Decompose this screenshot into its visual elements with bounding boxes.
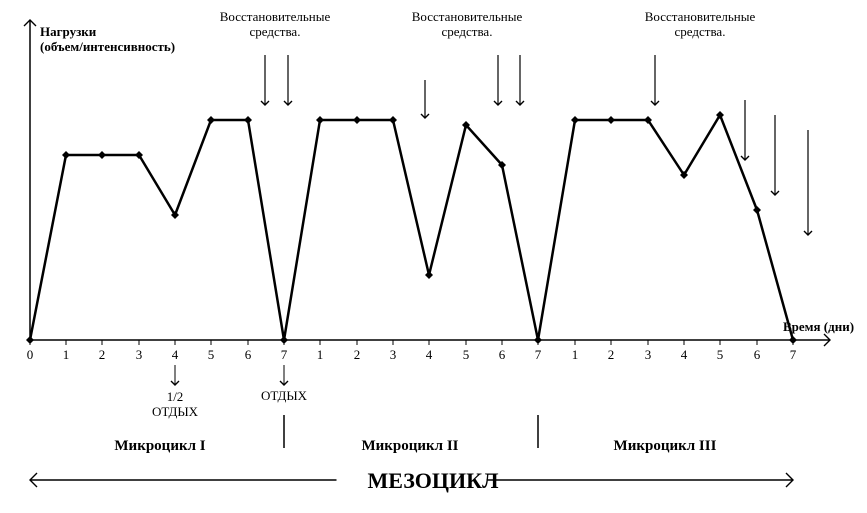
x-tick-label: 3 <box>133 348 145 363</box>
x-tick-label: 7 <box>532 348 544 363</box>
recovery-label: Восстановительные средства. <box>397 10 537 40</box>
x-tick-label: 6 <box>496 348 508 363</box>
x-tick-label: 2 <box>351 348 363 363</box>
recovery-label: Восстановительные средства. <box>205 10 345 40</box>
x-tick-label: 6 <box>751 348 763 363</box>
chart-svg <box>0 0 867 513</box>
mesocycle-chart: Нагрузки (объем/интенсивность) Время (дн… <box>0 0 867 513</box>
x-tick-label: 2 <box>605 348 617 363</box>
x-tick-label: 1 <box>569 348 581 363</box>
x-tick-label: 5 <box>205 348 217 363</box>
microcycle-label: Микроцикл II <box>340 438 480 455</box>
x-tick-label: 4 <box>678 348 690 363</box>
x-tick-label: 5 <box>460 348 472 363</box>
x-tick-label: 3 <box>642 348 654 363</box>
x-tick-label: 4 <box>169 348 181 363</box>
microcycle-label: Микроцикл I <box>90 438 230 455</box>
x-tick-label: 7 <box>787 348 799 363</box>
x-tick-label: 1 <box>314 348 326 363</box>
mesocycle-label: МЕЗОЦИКЛ <box>358 468 508 493</box>
x-tick-label: 2 <box>96 348 108 363</box>
microcycle-label: Микроцикл III <box>595 438 735 455</box>
load-series <box>30 115 793 340</box>
x-axis-label: Время (дни) <box>783 320 854 335</box>
x-tick-label: 5 <box>714 348 726 363</box>
recovery-label: Восстановительные средства. <box>630 10 770 40</box>
x-tick-label: 1 <box>60 348 72 363</box>
x-tick-label: 6 <box>242 348 254 363</box>
rest-annotation: ОТДЫХ <box>254 389 314 404</box>
x-tick-label: 3 <box>387 348 399 363</box>
x-tick-label: 0 <box>24 348 36 363</box>
y-axis-label: Нагрузки (объем/интенсивность) <box>40 25 175 55</box>
x-tick-label: 7 <box>278 348 290 363</box>
half-rest-annotation: 1/2 ОТДЫХ <box>145 390 205 420</box>
x-tick-label: 4 <box>423 348 435 363</box>
